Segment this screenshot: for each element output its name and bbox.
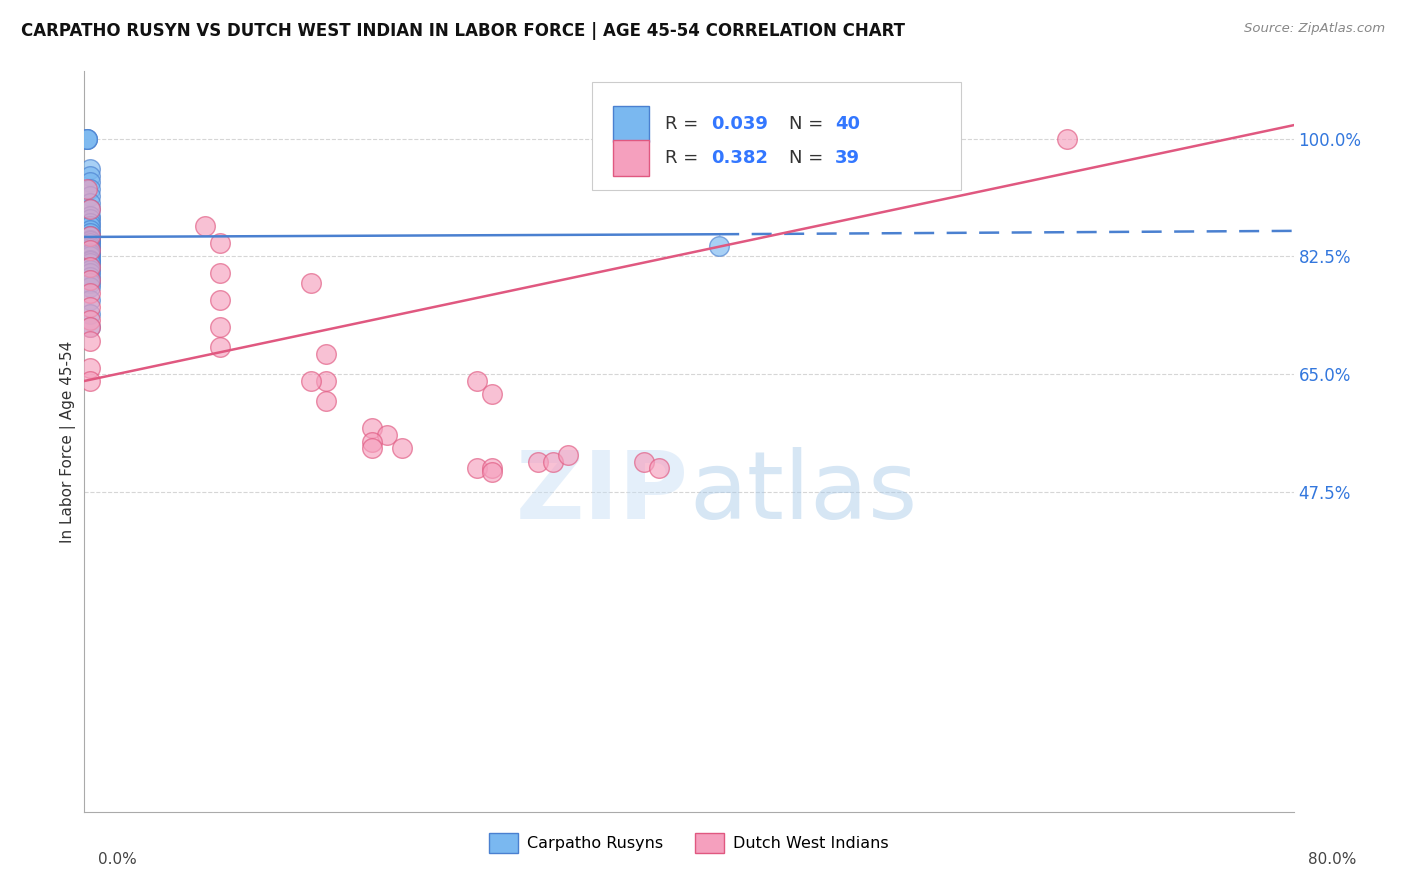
- Point: [79, 293, 101, 308]
- Point: [299, 277, 322, 291]
- Point: [209, 293, 232, 308]
- Point: [79, 243, 101, 257]
- Y-axis label: In Labor Force | Age 45-54: In Labor Force | Age 45-54: [60, 341, 76, 542]
- Point: [79, 161, 101, 176]
- Point: [541, 455, 564, 469]
- Point: [79, 169, 101, 183]
- Point: [467, 461, 489, 475]
- Point: [209, 235, 232, 250]
- Text: ZIP: ZIP: [516, 448, 689, 540]
- Point: [79, 241, 101, 255]
- Point: [79, 307, 101, 321]
- Point: [79, 279, 101, 293]
- Point: [79, 243, 101, 257]
- Point: [79, 286, 101, 301]
- FancyBboxPatch shape: [592, 82, 962, 190]
- Text: 0.382: 0.382: [710, 149, 768, 167]
- Text: CARPATHO RUSYN VS DUTCH WEST INDIAN IN LABOR FORCE | AGE 45-54 CORRELATION CHART: CARPATHO RUSYN VS DUTCH WEST INDIAN IN L…: [21, 22, 905, 40]
- Point: [79, 222, 101, 236]
- Point: [79, 202, 101, 217]
- Point: [557, 448, 579, 462]
- Point: [79, 234, 101, 248]
- Point: [79, 209, 101, 223]
- Point: [79, 273, 101, 287]
- Point: [79, 266, 101, 280]
- Point: [360, 421, 382, 435]
- Point: [633, 455, 655, 469]
- Point: [79, 300, 101, 314]
- Legend: Carpatho Rusyns, Dutch West Indians: Carpatho Rusyns, Dutch West Indians: [482, 827, 896, 859]
- Point: [79, 239, 101, 253]
- Point: [481, 461, 503, 475]
- Point: [79, 273, 101, 287]
- Text: 0.0%: 0.0%: [98, 852, 138, 867]
- Point: [360, 442, 382, 456]
- Point: [79, 202, 101, 217]
- Point: [79, 182, 101, 196]
- Point: [79, 235, 101, 250]
- Text: N =: N =: [789, 149, 830, 167]
- Point: [481, 387, 503, 401]
- Point: [481, 465, 503, 479]
- Point: [76, 131, 98, 145]
- Point: [76, 182, 98, 196]
- Point: [79, 360, 101, 375]
- Point: [299, 374, 322, 388]
- FancyBboxPatch shape: [613, 106, 650, 142]
- Text: 80.0%: 80.0%: [1309, 852, 1357, 867]
- Point: [79, 250, 101, 264]
- Point: [79, 229, 101, 244]
- Point: [79, 212, 101, 227]
- Point: [709, 239, 731, 253]
- Point: [79, 229, 101, 244]
- Point: [315, 347, 337, 361]
- Point: [360, 434, 382, 449]
- Text: atlas: atlas: [689, 448, 917, 540]
- Point: [79, 233, 101, 247]
- Point: [79, 256, 101, 270]
- Point: [79, 320, 101, 334]
- Point: [79, 226, 101, 240]
- Text: N =: N =: [789, 115, 830, 133]
- Text: 40: 40: [835, 115, 860, 133]
- Point: [79, 175, 101, 190]
- Text: Source: ZipAtlas.com: Source: ZipAtlas.com: [1244, 22, 1385, 36]
- Point: [76, 131, 98, 145]
- Point: [79, 269, 101, 284]
- Text: 39: 39: [835, 149, 860, 167]
- Point: [79, 320, 101, 334]
- Point: [391, 442, 413, 456]
- Point: [79, 260, 101, 274]
- Point: [1056, 131, 1078, 145]
- Point: [209, 266, 232, 280]
- Point: [79, 247, 101, 261]
- Point: [209, 340, 232, 354]
- Point: [467, 374, 489, 388]
- Point: [375, 427, 398, 442]
- Point: [79, 216, 101, 230]
- Point: [79, 246, 101, 260]
- Point: [79, 189, 101, 203]
- Point: [79, 260, 101, 274]
- Point: [648, 461, 671, 475]
- Point: [79, 334, 101, 348]
- Point: [79, 374, 101, 388]
- FancyBboxPatch shape: [613, 140, 650, 176]
- Text: 0.039: 0.039: [710, 115, 768, 133]
- Text: R =: R =: [665, 115, 704, 133]
- Point: [79, 313, 101, 327]
- Point: [79, 254, 101, 268]
- Text: R =: R =: [665, 149, 704, 167]
- Point: [79, 252, 101, 267]
- Point: [79, 219, 101, 234]
- Point: [527, 455, 550, 469]
- Point: [315, 394, 337, 409]
- Point: [315, 374, 337, 388]
- Point: [79, 195, 101, 210]
- Point: [209, 320, 232, 334]
- Point: [79, 277, 101, 291]
- Point: [79, 263, 101, 277]
- Point: [76, 131, 98, 145]
- Point: [194, 219, 217, 234]
